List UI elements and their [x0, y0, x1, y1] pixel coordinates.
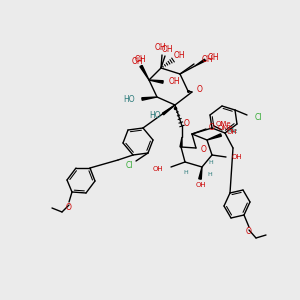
Text: OH: OH: [131, 58, 143, 67]
Text: OMe: OMe: [218, 125, 234, 131]
Polygon shape: [149, 80, 163, 83]
Text: O: O: [209, 122, 215, 131]
Text: OH: OH: [134, 56, 146, 64]
Text: Cl: Cl: [125, 160, 133, 169]
Text: Me: Me: [227, 128, 237, 134]
Text: O: O: [201, 146, 207, 154]
Text: HO: HO: [123, 94, 135, 103]
Text: OH: OH: [152, 166, 163, 172]
Polygon shape: [162, 105, 175, 115]
Text: O: O: [184, 118, 190, 127]
Polygon shape: [199, 167, 202, 179]
Text: OH: OH: [154, 44, 166, 52]
Text: OH: OH: [169, 77, 181, 86]
Polygon shape: [140, 65, 149, 80]
Text: OH: OH: [207, 52, 219, 62]
Text: OH: OH: [232, 154, 243, 160]
Text: OH: OH: [196, 182, 206, 188]
Text: O: O: [66, 202, 72, 211]
Text: O: O: [197, 85, 203, 94]
Polygon shape: [180, 137, 182, 147]
Text: OH: OH: [161, 46, 173, 55]
Polygon shape: [142, 97, 157, 100]
Text: OMe: OMe: [216, 121, 232, 127]
Text: OH: OH: [227, 129, 238, 135]
Text: H: H: [184, 169, 188, 175]
Text: OH: OH: [202, 56, 214, 64]
Text: HO: HO: [149, 110, 161, 119]
Text: Cl: Cl: [255, 112, 262, 122]
Text: H: H: [208, 160, 213, 166]
Text: H: H: [208, 172, 212, 178]
Text: O: O: [246, 227, 252, 236]
Polygon shape: [195, 59, 206, 66]
Text: OH: OH: [173, 52, 185, 61]
Polygon shape: [207, 134, 221, 140]
